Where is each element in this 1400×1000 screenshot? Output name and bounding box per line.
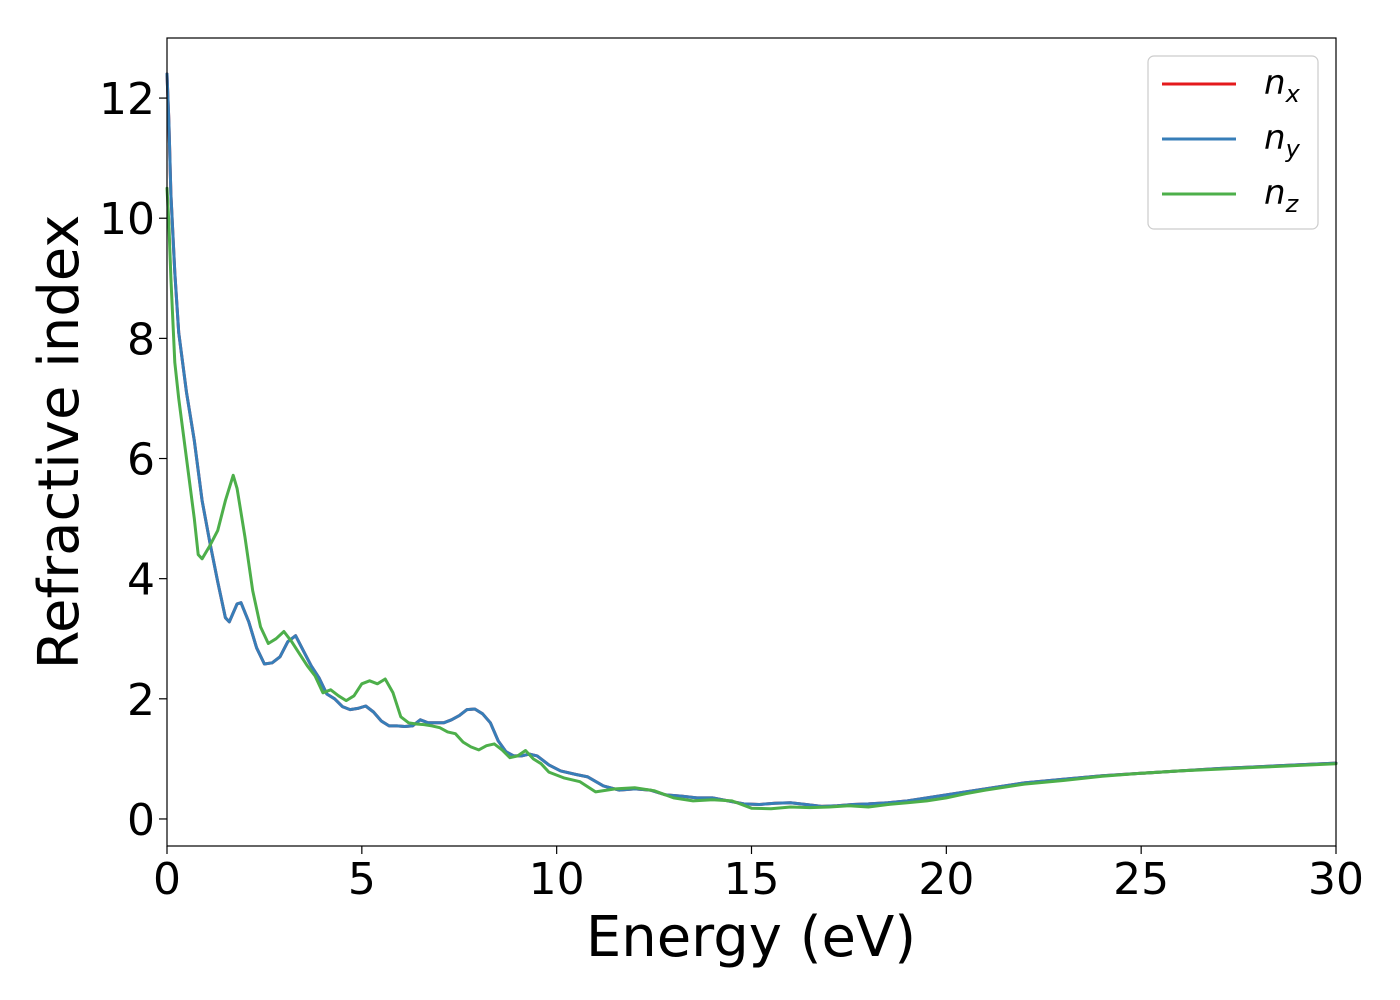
x-tick-label: 10 <box>529 854 585 905</box>
series-line-n-z <box>165 186 1338 811</box>
x-tick-label: 25 <box>1113 854 1169 905</box>
legend-box <box>1147 55 1319 230</box>
x-tick-label: 20 <box>918 854 974 905</box>
y-tick-label: 12 <box>99 74 155 125</box>
x-tick-label: 0 <box>153 854 181 905</box>
plot-lines <box>165 72 1338 811</box>
y-tick-label: 10 <box>99 194 155 245</box>
y-tick-label: 8 <box>127 314 155 365</box>
y-tick-label: 2 <box>127 675 155 726</box>
y-axis: 0 2 4 6 8 10 12 <box>99 74 167 846</box>
x-tick-label: 5 <box>348 854 376 905</box>
y-tick-label: 6 <box>127 435 155 486</box>
y-tick-label: 0 <box>127 795 155 846</box>
legend-label-n-z: nz <box>1264 173 1300 218</box>
x-tick-label: 15 <box>724 854 780 905</box>
x-axis-title: Energy (eV) <box>586 905 916 970</box>
x-tick-label: 30 <box>1308 854 1364 905</box>
x-axis: 0 5 10 15 20 25 30 <box>153 846 1364 905</box>
series-line-n-y <box>165 72 1338 808</box>
y-tick-label: 4 <box>127 555 155 606</box>
y-axis-title: Refractive index <box>27 215 92 670</box>
